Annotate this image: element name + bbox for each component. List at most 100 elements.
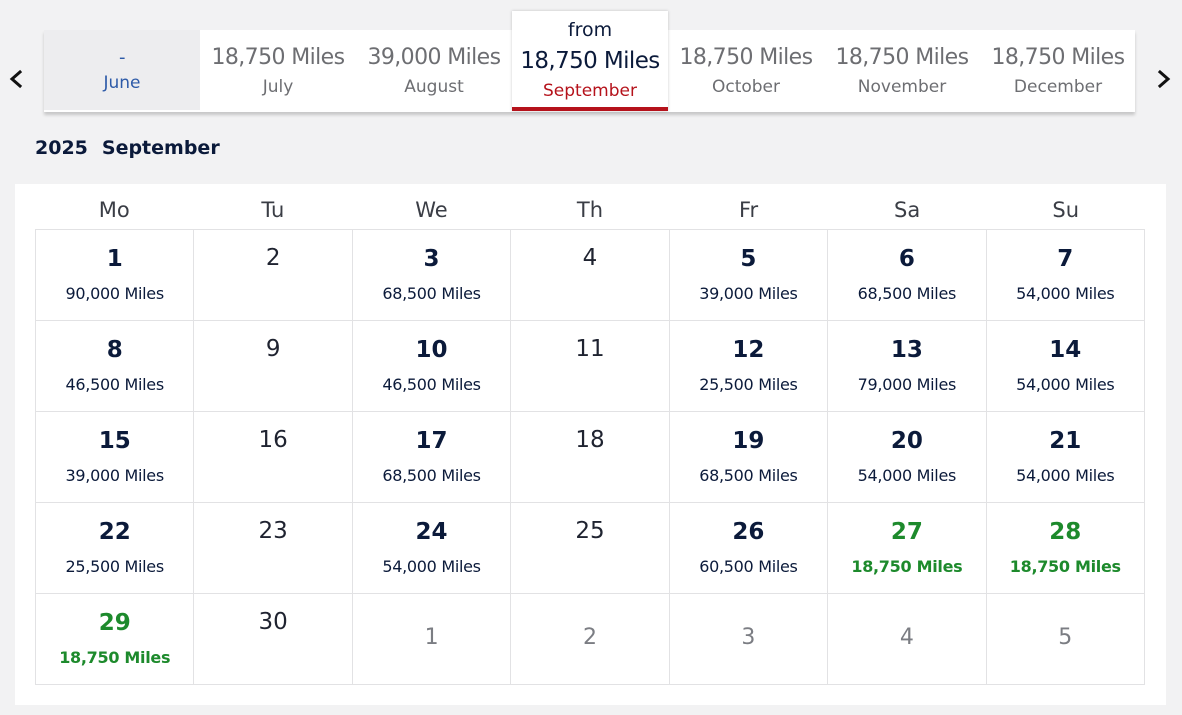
calendar-grid: 1 90,000 Miles 2 3 68,500 Miles 4 5 39,000 Mile… <box>35 229 1145 685</box>
day-number: 7 <box>1057 246 1074 272</box>
calendar-day-other-month: 5 <box>986 594 1145 685</box>
month-price: - <box>119 47 126 68</box>
month-tab-august[interactable]: 39,000 Miles August <box>356 30 512 110</box>
calendar-day-other-month: 1 <box>352 594 512 685</box>
day-number: 4 <box>582 245 598 271</box>
day-miles-price: 25,500 Miles <box>65 557 165 576</box>
day-miles-price: 18,750 Miles <box>851 557 963 576</box>
day-number: 16 <box>258 427 288 453</box>
day-number: 17 <box>415 428 448 454</box>
day-miles-price: 54,000 Miles <box>1016 284 1115 303</box>
day-number: 5 <box>1058 625 1073 650</box>
calendar-day-cell[interactable]: 17 68,500 Miles <box>352 412 512 503</box>
calendar-day-cell[interactable]: 24 54,000 Miles <box>352 503 512 594</box>
day-miles-price: 46,500 Miles <box>382 375 481 394</box>
month-tab-november[interactable]: 18,750 Miles November <box>824 30 980 110</box>
calendar-day-cell[interactable]: 6 68,500 Miles <box>828 230 987 321</box>
weekday-label: Fr <box>738 198 759 222</box>
month-label: November <box>857 77 947 97</box>
calendar-day-cell[interactable]: 29 18,750 Miles <box>36 594 195 685</box>
day-number: 3 <box>423 246 440 272</box>
day-number: 25 <box>575 518 605 544</box>
calendar-day-cell: 16 <box>194 412 353 503</box>
calendar-day-cell: 11 <box>511 321 670 412</box>
day-number: 8 <box>106 337 123 363</box>
weekday-header: Mo Tu We Th Fr Sa Su <box>35 198 1145 228</box>
weekday-label: Th <box>576 198 604 222</box>
month-tab-june[interactable]: - June <box>44 30 200 110</box>
calendar-day-cell[interactable]: 5 39,000 Miles <box>669 230 829 321</box>
day-number: 19 <box>732 428 765 454</box>
day-number: 27 <box>890 519 923 545</box>
month-label: August <box>404 77 464 97</box>
day-miles-price: 46,500 Miles <box>65 375 165 394</box>
day-miles-price: 54,000 Miles <box>1016 375 1115 394</box>
calendar-day-other-month: 4 <box>828 594 987 685</box>
calendar-day-cell[interactable]: 19 68,500 Miles <box>669 412 829 503</box>
calendar-day-cell[interactable]: 14 54,000 Miles <box>986 321 1145 412</box>
previous-months-button[interactable] <box>4 62 28 96</box>
day-number: 2 <box>265 245 281 271</box>
day-number: 30 <box>258 609 288 635</box>
day-number: 15 <box>98 428 131 454</box>
from-label: from <box>567 19 613 41</box>
day-miles-price: 79,000 Miles <box>857 375 957 394</box>
next-months-button[interactable] <box>1152 62 1176 96</box>
calendar-day-cell[interactable]: 13 79,000 Miles <box>828 321 987 412</box>
day-miles-price: 54,000 Miles <box>857 466 957 485</box>
calendar-day-cell[interactable]: 20 54,000 Miles <box>828 412 987 503</box>
chevron-left-icon <box>9 69 23 89</box>
month-label: July <box>262 77 294 97</box>
day-miles-price: 54,000 Miles <box>382 557 481 576</box>
calendar-month: September <box>101 137 220 159</box>
calendar-day-cell[interactable]: 12 25,500 Miles <box>669 321 829 412</box>
calendar-day-cell: 9 <box>194 321 353 412</box>
day-miles-price: 39,000 Miles <box>65 466 165 485</box>
month-tab-july[interactable]: 18,750 Miles July <box>200 30 356 110</box>
calendar-day-cell[interactable]: 21 54,000 Miles <box>986 412 1145 503</box>
day-miles-price: 90,000 Miles <box>65 284 165 303</box>
calendar-day-other-month: 3 <box>669 594 829 685</box>
calendar-day-cell[interactable]: 7 54,000 Miles <box>986 230 1145 321</box>
month-price: 18,750 Miles <box>991 45 1126 70</box>
calendar-day-cell[interactable]: 3 68,500 Miles <box>352 230 512 321</box>
day-number: 22 <box>98 519 131 545</box>
day-miles-price: 68,500 Miles <box>699 466 798 485</box>
month-price: 18,750 Miles <box>835 45 970 70</box>
month-price: 18,750 Miles <box>679 45 814 70</box>
calendar-day-cell: 30 <box>194 594 353 685</box>
calendar-day-cell[interactable]: 15 39,000 Miles <box>36 412 195 503</box>
day-number: 2 <box>582 625 597 650</box>
calendar-title: 2025 September <box>35 137 220 159</box>
month-label: June <box>103 73 141 93</box>
month-price: 18,750 Miles <box>211 45 346 70</box>
day-number: 26 <box>732 519 765 545</box>
day-number: 3 <box>741 625 756 650</box>
month-tab-october[interactable]: 18,750 Miles October <box>668 30 824 110</box>
weekday-label: Tu <box>261 198 285 222</box>
calendar-day-cell[interactable]: 28 18,750 Miles <box>986 503 1145 594</box>
day-number: 23 <box>258 518 288 544</box>
day-number: 14 <box>1049 337 1082 363</box>
month-tab-september[interactable]: from 18,750 Miles September <box>512 11 668 111</box>
day-miles-price: 60,500 Miles <box>699 557 798 576</box>
calendar-day-cell[interactable]: 10 46,500 Miles <box>352 321 512 412</box>
calendar-day-other-month: 2 <box>511 594 670 685</box>
day-number: 20 <box>890 428 923 454</box>
day-number: 29 <box>98 610 131 636</box>
day-number: 21 <box>1049 428 1082 454</box>
calendar-day-cell[interactable]: 1 90,000 Miles <box>36 230 195 321</box>
day-number: 10 <box>415 337 448 363</box>
calendar-day-cell[interactable]: 26 60,500 Miles <box>669 503 829 594</box>
calendar-day-cell[interactable]: 22 25,500 Miles <box>36 503 195 594</box>
calendar-day-cell: 25 <box>511 503 670 594</box>
weekday-label: We <box>415 198 448 222</box>
day-number: 28 <box>1049 519 1082 545</box>
weekday-label: Su <box>1052 198 1080 222</box>
month-tab-december[interactable]: 18,750 Miles December <box>980 30 1136 110</box>
calendar-day-cell[interactable]: 27 18,750 Miles <box>828 503 987 594</box>
day-miles-price: 68,500 Miles <box>857 284 957 303</box>
day-number: 24 <box>415 519 448 545</box>
weekday-label: Mo <box>98 198 130 222</box>
calendar-day-cell[interactable]: 8 46,500 Miles <box>36 321 195 412</box>
